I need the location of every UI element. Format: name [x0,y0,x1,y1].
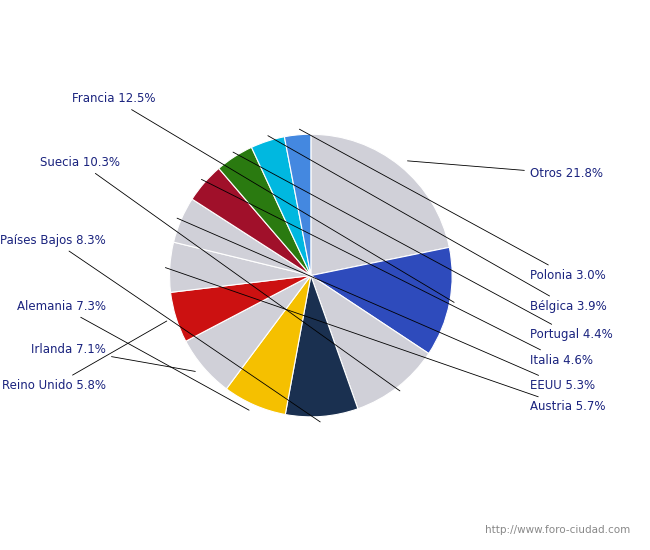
Text: Países Bajos 8.3%: Países Bajos 8.3% [0,234,320,422]
Wedge shape [252,137,311,276]
Text: Otros 21.8%: Otros 21.8% [408,161,603,180]
Text: Francia 12.5%: Francia 12.5% [72,92,454,302]
Wedge shape [285,134,311,276]
Wedge shape [285,276,358,417]
Text: Italia 4.6%: Italia 4.6% [202,179,593,367]
Wedge shape [311,248,452,354]
Text: Suecia 10.3%: Suecia 10.3% [40,156,400,391]
Text: http://www.foro-ciudad.com: http://www.foro-ciudad.com [486,525,630,535]
Text: Alemania 7.3%: Alemania 7.3% [17,300,249,410]
Text: Portugal 4.4%: Portugal 4.4% [233,152,613,342]
Wedge shape [219,147,311,276]
Wedge shape [311,276,429,409]
Text: Almansa - Turistas extranjeros según país - Agosto de 2024: Almansa - Turistas extranjeros según paí… [79,13,571,29]
Wedge shape [170,276,311,342]
Wedge shape [170,242,311,293]
Text: Bélgica 3.9%: Bélgica 3.9% [268,136,606,313]
Wedge shape [192,168,311,276]
Text: Austria 5.7%: Austria 5.7% [165,268,605,414]
Wedge shape [311,134,449,276]
Wedge shape [226,276,311,415]
Text: Irlanda 7.1%: Irlanda 7.1% [31,343,195,371]
Wedge shape [174,199,311,276]
Text: EEUU 5.3%: EEUU 5.3% [177,218,595,392]
Text: Reino Unido 5.8%: Reino Unido 5.8% [2,321,167,392]
Text: Polonia 3.0%: Polonia 3.0% [300,129,606,282]
Wedge shape [186,276,311,389]
